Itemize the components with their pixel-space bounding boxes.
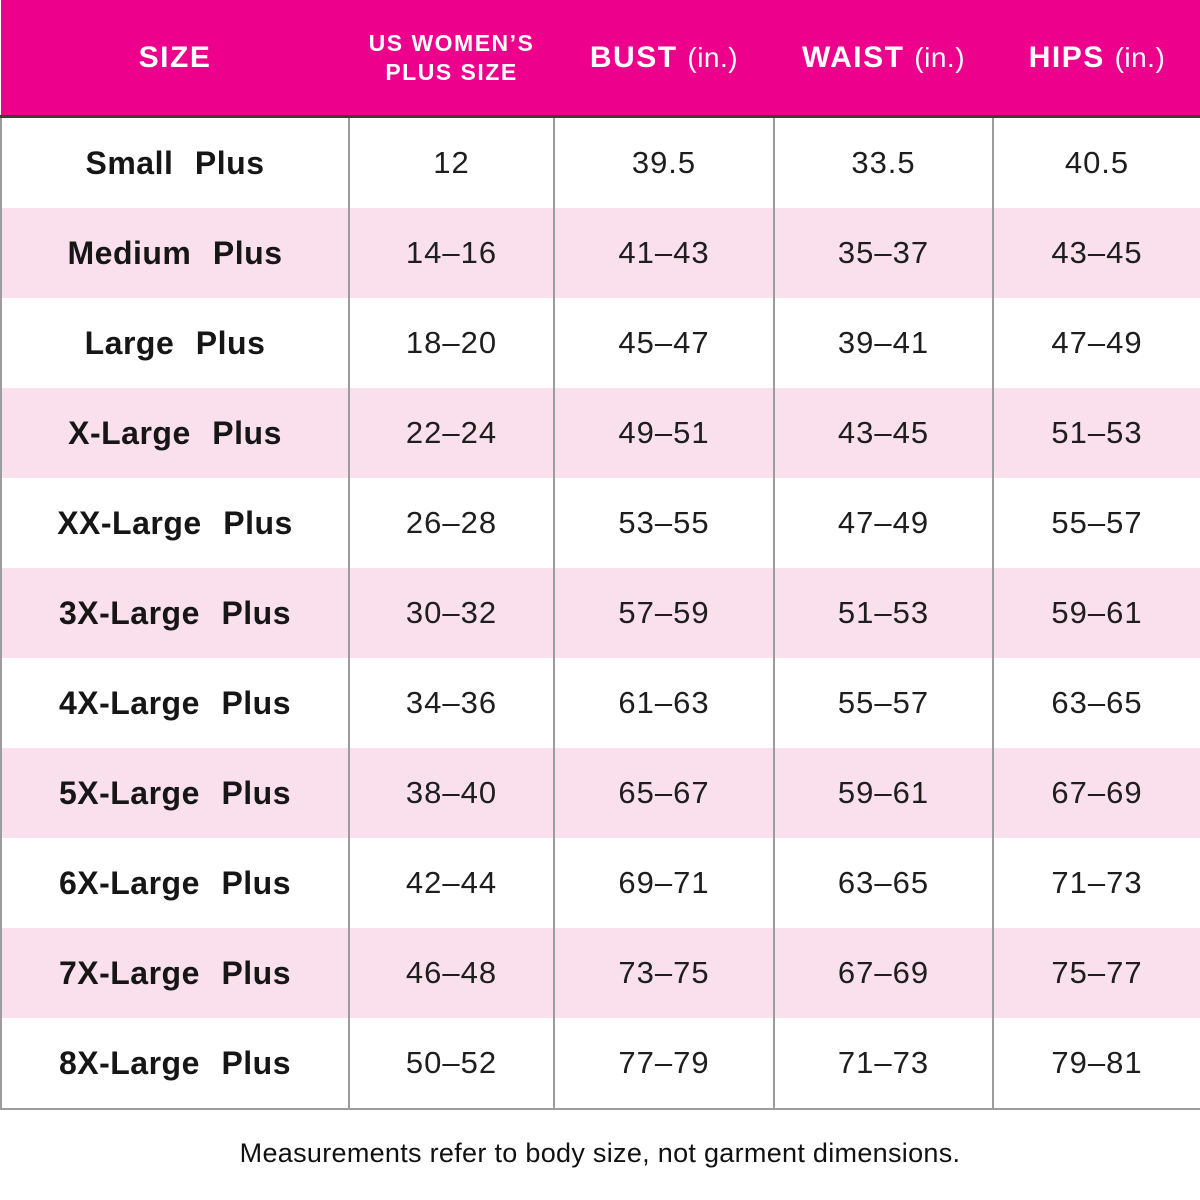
size-cell: 7X-Large Plus [0,928,349,1018]
column-header-waist: WAIST (in.) [774,0,993,118]
waist-cell: 59–61 [773,748,993,838]
bust-cell: 65–67 [553,748,774,838]
us-plus-size-cell: 12 [348,116,554,208]
us-plus-size-cell: 22–24 [348,388,554,478]
size-cell: X-Large Plus [0,388,349,478]
table-row-7x-large-plus: 7X-Large Plus 46–48 73–75 67–69 75–77 [0,928,1200,1018]
size-cell: 5X-Large Plus [0,748,349,838]
table-row-6x-large-plus: 6X-Large Plus 42–44 69–71 63–65 71–73 [0,838,1200,928]
hips-cell: 51–53 [992,388,1200,478]
bust-cell: 49–51 [553,388,774,478]
measurement-footnote: Measurements refer to body size, not gar… [239,1138,961,1168]
column-header-us-plus-line1: US WOMEN’S [368,29,535,56]
us-plus-size-cell: 26–28 [348,478,554,568]
us-plus-size-cell: 30–32 [348,568,554,658]
column-header-hips-unit: (in.) [1114,41,1166,73]
hips-cell: 40.5 [992,116,1200,208]
hips-cell: 47–49 [992,298,1200,388]
waist-cell: 67–69 [773,928,993,1018]
size-cell: XX-Large Plus [0,478,349,568]
waist-cell: 63–65 [773,838,993,928]
header-row: SIZE US WOMEN’S PLUS SIZE BUST (in.) WAI… [1,0,1200,118]
waist-cell: 55–57 [773,658,993,748]
waist-cell: 39–41 [773,298,993,388]
table-row-xx-large-plus: XX-Large Plus 26–28 53–55 47–49 55–57 [0,478,1200,568]
waist-cell: 51–53 [773,568,993,658]
table-row-large-plus: Large Plus 18–20 45–47 39–41 47–49 [0,298,1200,388]
column-header-us-plus-size: US WOMEN’S PLUS SIZE [349,0,554,118]
column-header-bust: BUST (in.) [554,0,774,118]
column-header-waist-label: WAIST [801,40,905,74]
column-header-bust-label: BUST [589,40,678,74]
us-plus-size-cell: 34–36 [348,658,554,748]
us-plus-size-cell: 46–48 [348,928,554,1018]
bust-cell: 69–71 [553,838,774,928]
bust-cell: 61–63 [553,658,774,748]
bust-cell: 41–43 [553,208,774,298]
size-cell: Large Plus [0,298,349,388]
table-row-medium-plus: Medium Plus 14–16 41–43 35–37 43–45 [0,208,1200,298]
column-header-us-plus-line2: PLUS SIZE [385,58,518,85]
hips-cell: 79–81 [992,1018,1200,1110]
table-row-small-plus: Small Plus 12 39.5 33.5 40.5 [0,116,1200,208]
size-cell: 6X-Large Plus [0,838,349,928]
us-plus-size-cell: 14–16 [348,208,554,298]
hips-cell: 43–45 [992,208,1200,298]
bust-cell: 39.5 [553,116,774,208]
size-cell: 3X-Large Plus [0,568,349,658]
hips-cell: 67–69 [992,748,1200,838]
column-header-hips-label: HIPS [1028,40,1105,74]
waist-cell: 33.5 [773,116,993,208]
hips-cell: 71–73 [992,838,1200,928]
waist-cell: 47–49 [773,478,993,568]
table-header: SIZE US WOMEN’S PLUS SIZE BUST (in.) WAI… [1,0,1200,118]
size-cell: 4X-Large Plus [0,658,349,748]
table-row-4x-large-plus: 4X-Large Plus 34–36 61–63 55–57 63–65 [0,658,1200,748]
bust-cell: 45–47 [553,298,774,388]
size-cell: Medium Plus [0,208,349,298]
column-header-bust-unit: (in.) [687,41,739,73]
size-cell: 8X-Large Plus [0,1018,349,1110]
table-body: Small Plus 12 39.5 33.5 40.5 Medium Plus… [0,116,1200,1110]
us-plus-size-cell: 50–52 [348,1018,554,1110]
column-header-waist-unit: (in.) [914,41,966,73]
hips-cell: 55–57 [992,478,1200,568]
table-row-8x-large-plus: 8X-Large Plus 50–52 77–79 71–73 79–81 [0,1018,1200,1110]
table-row-5x-large-plus: 5X-Large Plus 38–40 65–67 59–61 67–69 [0,748,1200,838]
bust-cell: 77–79 [553,1018,774,1110]
us-plus-size-cell: 38–40 [348,748,554,838]
bust-cell: 53–55 [553,478,774,568]
column-header-size: SIZE [1,0,349,118]
column-header-hips: HIPS (in.) [993,0,1200,118]
column-header-size-label: SIZE [138,40,212,74]
hips-cell: 63–65 [992,658,1200,748]
table-row-x-large-plus: X-Large Plus 22–24 49–51 43–45 51–53 [0,388,1200,478]
bust-cell: 57–59 [553,568,774,658]
size-cell: Small Plus [0,116,349,208]
waist-cell: 71–73 [773,1018,993,1110]
waist-cell: 35–37 [773,208,993,298]
waist-cell: 43–45 [773,388,993,478]
size-chart-table: SIZE US WOMEN’S PLUS SIZE BUST (in.) WAI… [0,0,1200,1110]
us-plus-size-cell: 42–44 [348,838,554,928]
us-plus-size-cell: 18–20 [348,298,554,388]
hips-cell: 75–77 [992,928,1200,1018]
table-row-3x-large-plus: 3X-Large Plus 30–32 57–59 51–53 59–61 [0,568,1200,658]
hips-cell: 59–61 [992,568,1200,658]
bust-cell: 73–75 [553,928,774,1018]
